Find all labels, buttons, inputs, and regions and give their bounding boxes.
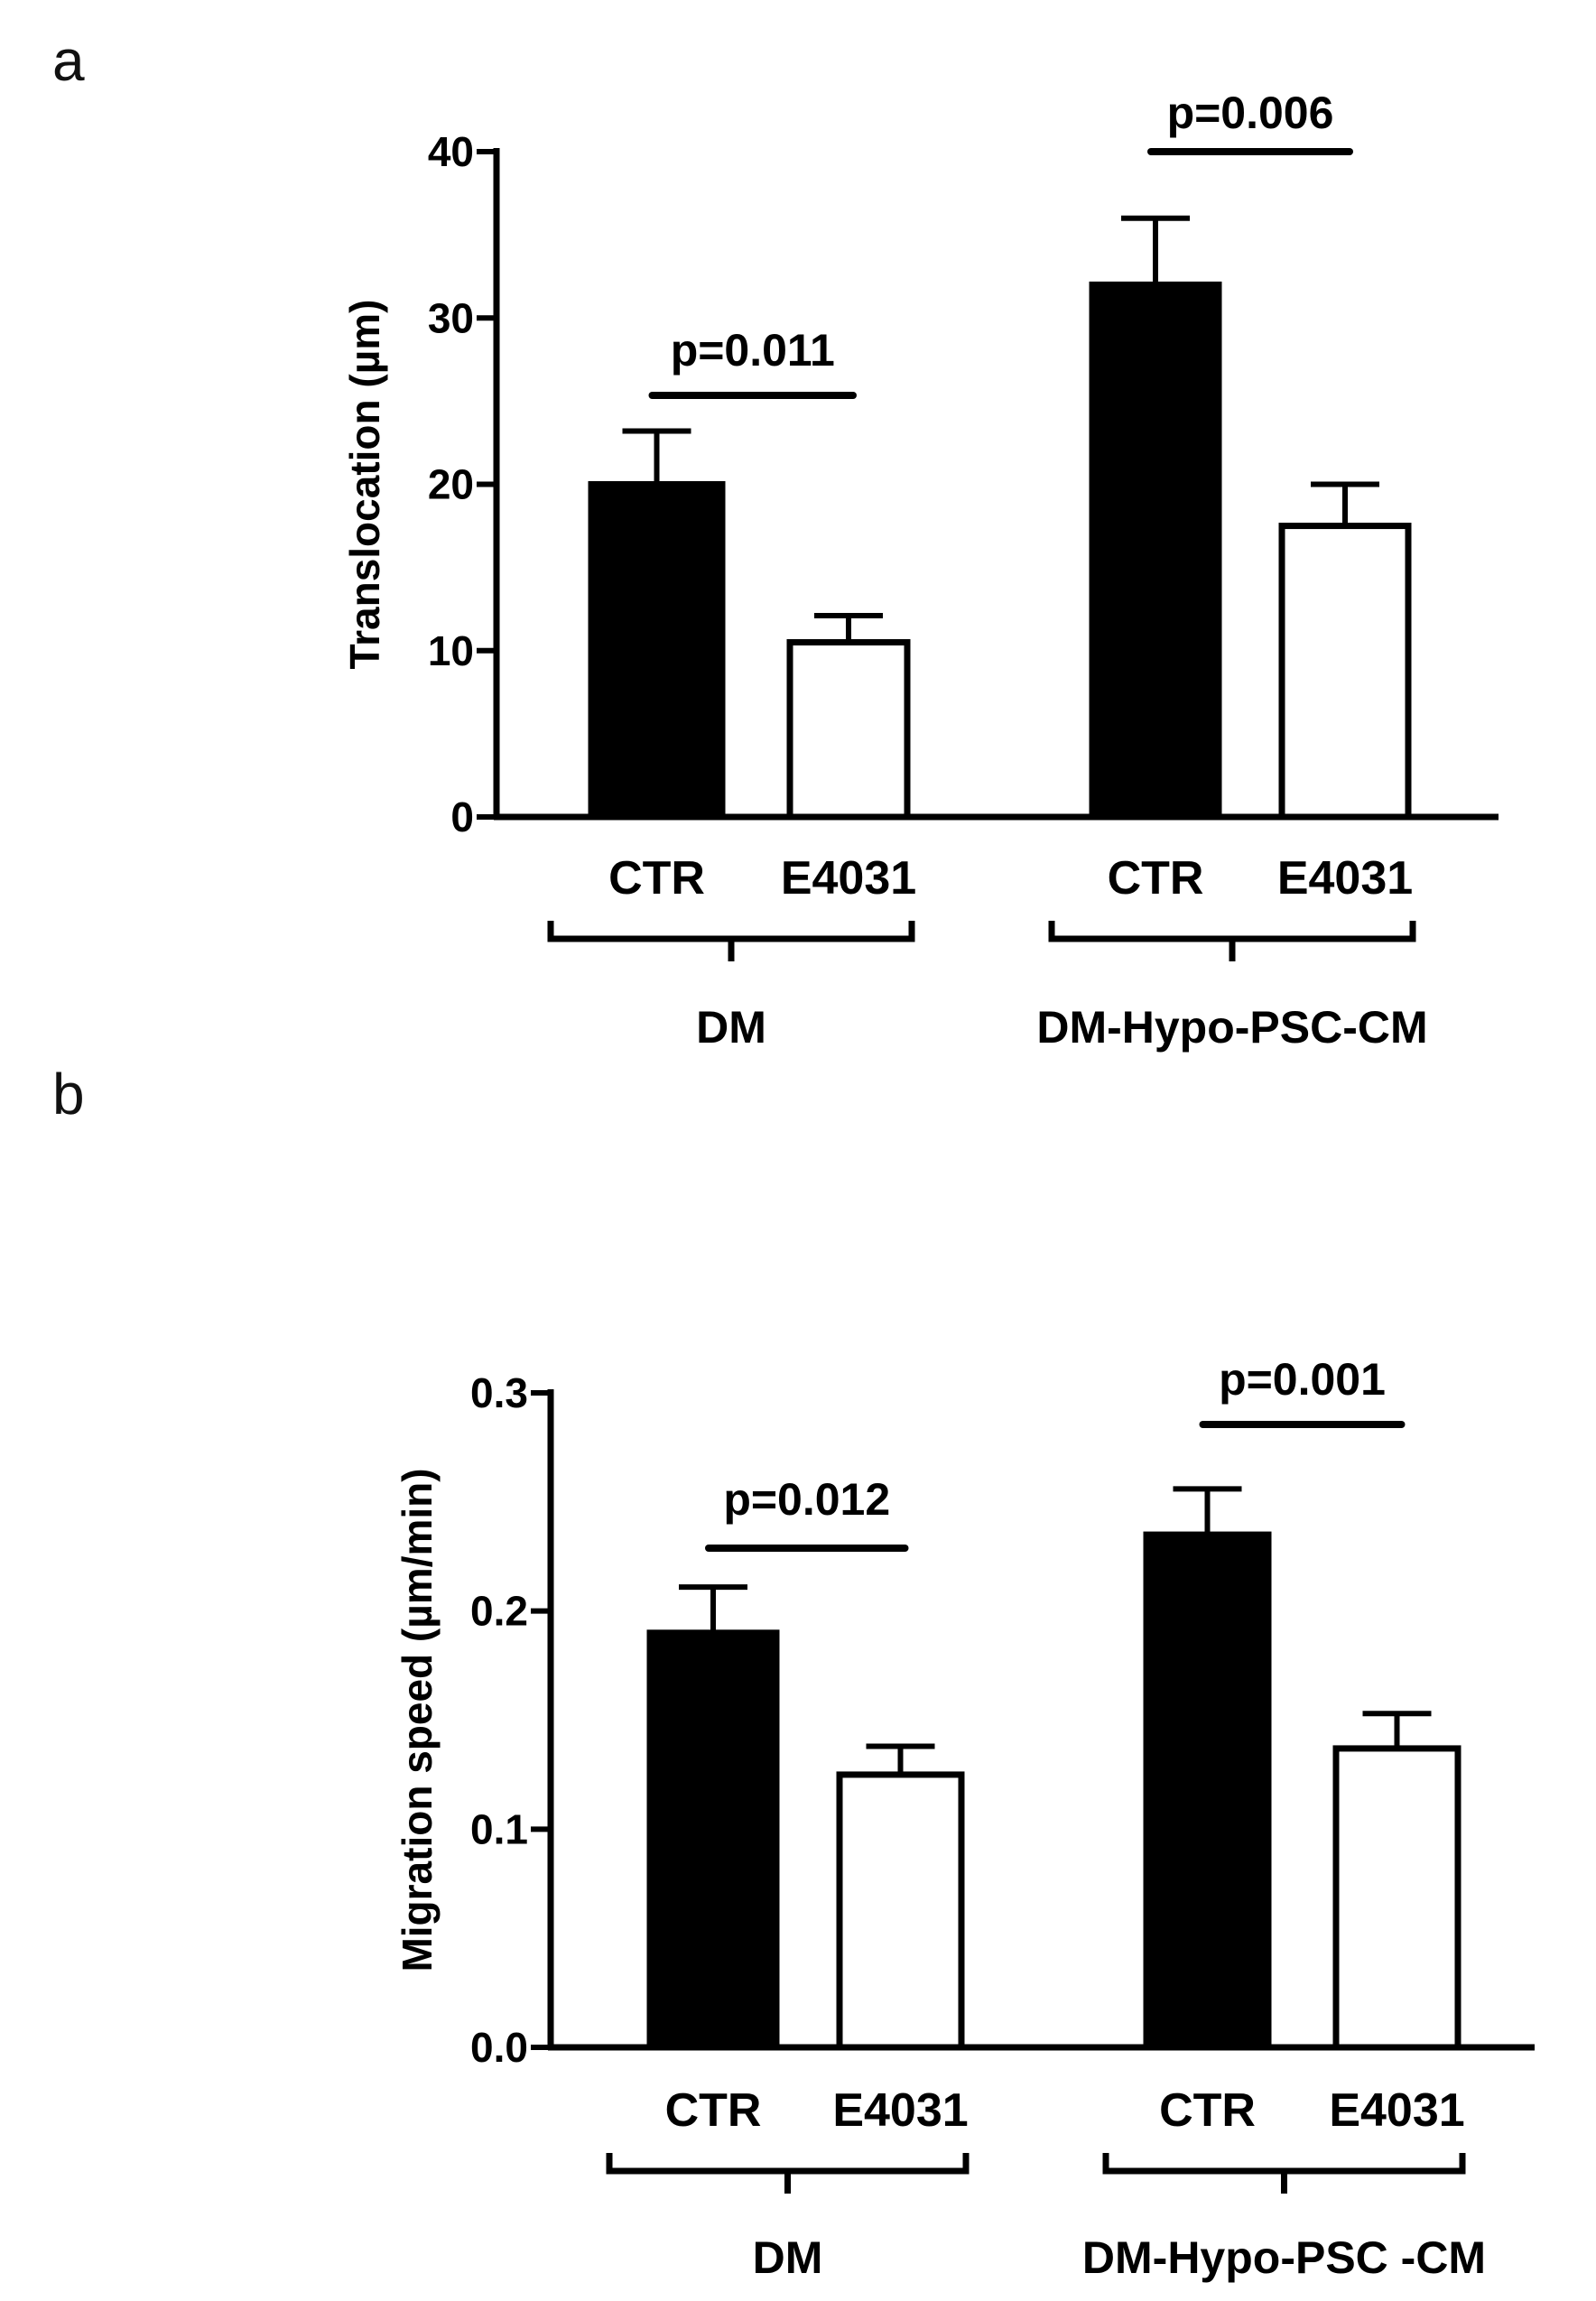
category-label: E4031 (1329, 2084, 1464, 2137)
category-label: E4031 (1277, 852, 1413, 905)
bar (1143, 1531, 1272, 2051)
y-axis-label: Migration speed (µm/min) (394, 1468, 441, 1972)
group-bracket (606, 2153, 970, 2194)
y-tick-label: 30 (428, 294, 474, 341)
bar (1332, 1745, 1461, 2051)
y-tick-label: 0 (450, 793, 474, 840)
category-label: CTR (608, 852, 705, 905)
category-label: CTR (1108, 852, 1204, 905)
y-axis-label: Translocation (µm) (341, 300, 388, 670)
group-bracket (547, 921, 915, 961)
p-value-label: p=0.011 (671, 325, 835, 376)
y-tick-label: 20 (428, 461, 474, 508)
category-label: E4031 (832, 2084, 968, 2137)
bar (588, 481, 726, 821)
group-label: DM (753, 2232, 823, 2283)
bar (1278, 523, 1412, 821)
bar (646, 1629, 780, 2051)
panel-label-a: a (52, 28, 85, 93)
group-bracket (1048, 921, 1416, 961)
category-label: E4031 (781, 852, 916, 905)
y-tick-label: 0.1 (470, 1805, 528, 1852)
p-value-label: p=0.001 (1219, 1354, 1386, 1405)
group-label: DM (696, 1002, 766, 1053)
bar (836, 1771, 965, 2051)
y-tick-label: 0.2 (470, 1588, 528, 1635)
bar (1089, 281, 1222, 821)
group-label: DM-Hypo-PSC -CM (1082, 2232, 1486, 2283)
bar (786, 639, 911, 821)
panel-label-b: b (52, 1062, 85, 1127)
category-label: CTR (1159, 2084, 1256, 2137)
group-label: DM-Hypo-PSC-CM (1036, 1002, 1427, 1053)
p-value-label: p=0.006 (1167, 88, 1334, 138)
group-bracket (1102, 2153, 1466, 2194)
p-value-label: p=0.012 (723, 1474, 890, 1525)
y-tick-label: 40 (428, 128, 474, 175)
y-tick-label: 0.3 (470, 1369, 528, 1416)
category-label: CTR (665, 2084, 762, 2137)
y-tick-label: 10 (428, 627, 474, 674)
y-tick-label: 0.0 (470, 2024, 528, 2071)
